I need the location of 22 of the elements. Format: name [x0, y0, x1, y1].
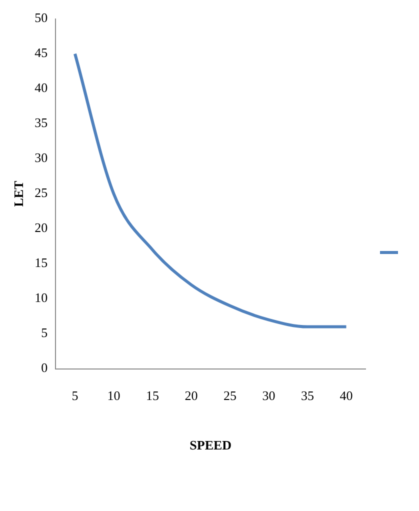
x-tick-label: 30	[262, 388, 276, 404]
y-tick-label: 15	[34, 255, 48, 270]
y-tick-label: 30	[34, 150, 48, 166]
x-tick-label: 10	[107, 388, 120, 404]
y-tick-label: 10	[34, 290, 48, 306]
y-tick-label: 25	[34, 185, 48, 200]
x-tick-label: 20	[184, 388, 198, 404]
x-axis-title: SPEED	[190, 438, 232, 453]
x-tick-label: 40	[340, 388, 353, 404]
y-tick-label: 20	[34, 220, 48, 236]
x-tick-label: 5	[72, 388, 78, 404]
y-tick-label: 0	[41, 360, 48, 376]
y-tick-label: 45	[34, 45, 48, 60]
y-tick-label: 35	[34, 115, 48, 130]
y-tick-label: 5	[41, 325, 48, 340]
x-tick-label: 25	[223, 388, 236, 404]
line-series	[73, 52, 348, 328]
x-tick-label: 35	[300, 388, 314, 404]
x-tick-label: 15	[146, 388, 159, 404]
y-tick-label: 40	[34, 80, 48, 96]
y-tick-label: 50	[34, 10, 48, 26]
y-axis-title: LET	[11, 180, 26, 207]
